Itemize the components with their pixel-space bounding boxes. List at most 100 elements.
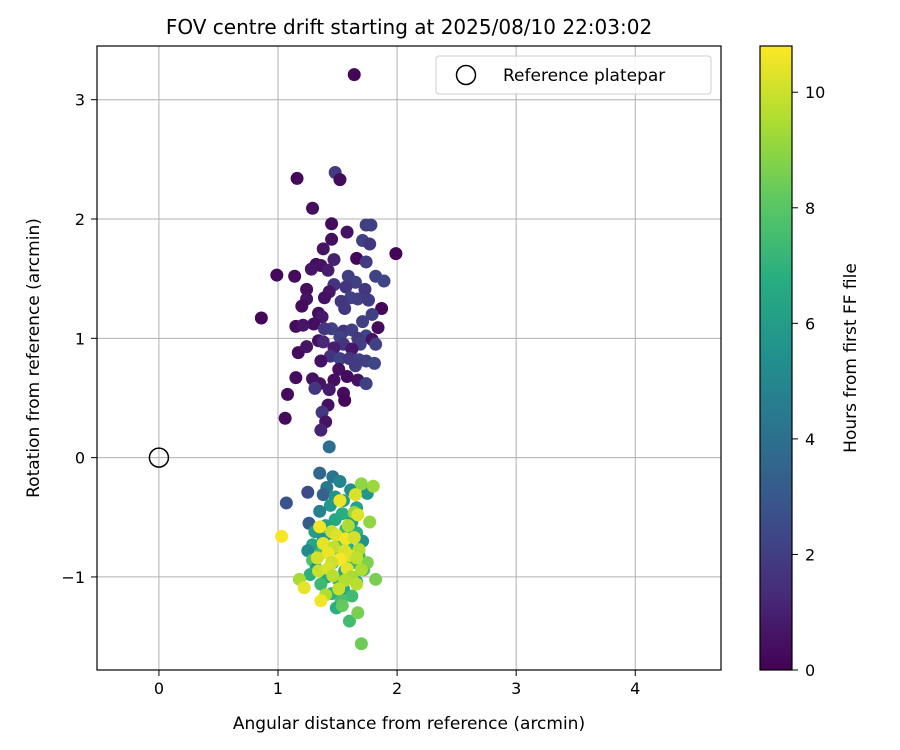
data-point <box>366 479 380 493</box>
data-point <box>365 307 379 321</box>
colorbar-tick-label: 4 <box>805 430 815 449</box>
data-point <box>363 515 377 529</box>
data-point <box>362 293 376 307</box>
data-point <box>351 508 365 522</box>
x-tick-label: 1 <box>273 679 283 698</box>
data-point <box>322 440 336 454</box>
x-tick-label: 0 <box>154 679 164 698</box>
colorbar-gradient <box>760 46 792 670</box>
data-point <box>369 337 383 351</box>
data-point <box>295 299 309 313</box>
data-point <box>279 496 293 510</box>
data-point <box>367 356 381 370</box>
data-point <box>313 466 327 480</box>
data-point <box>310 551 324 565</box>
data-point <box>338 393 352 407</box>
data-point <box>313 504 327 518</box>
grid-lines <box>97 46 721 670</box>
data-point <box>317 291 331 305</box>
data-point <box>348 488 362 502</box>
data-point <box>275 529 289 543</box>
data-point <box>278 411 292 425</box>
x-tick-label: 3 <box>511 679 521 698</box>
data-point <box>314 577 328 591</box>
data-point <box>289 371 303 385</box>
x-tick-label: 4 <box>630 679 640 698</box>
data-point <box>333 173 347 187</box>
data-point <box>301 485 315 499</box>
data-point <box>325 217 339 231</box>
data-point <box>356 315 370 329</box>
legend: Reference platepar <box>435 55 712 95</box>
data-point <box>333 494 347 508</box>
data-point <box>313 520 327 534</box>
colorbar-frame <box>759 45 793 671</box>
legend-box <box>435 55 712 95</box>
y-axis-label: Rotation from reference (arcmin) <box>24 218 44 498</box>
data-point <box>354 563 368 577</box>
data-point <box>317 322 331 336</box>
data-points <box>254 68 403 651</box>
data-point <box>359 255 373 269</box>
data-point <box>347 531 361 545</box>
plot-area <box>97 46 721 670</box>
data-point <box>351 292 365 306</box>
legend-label: Reference platepar <box>503 66 665 86</box>
colorbar-tick-label: 8 <box>805 199 815 218</box>
data-point <box>332 582 346 596</box>
data-point <box>307 317 321 331</box>
x-axis-label: Angular distance from reference (arcmin) <box>233 714 585 734</box>
data-point <box>371 321 385 335</box>
data-point <box>369 572 383 586</box>
plot-frame <box>96 45 722 671</box>
data-point <box>359 377 373 391</box>
data-point <box>354 477 368 491</box>
data-point <box>375 301 389 315</box>
data-point <box>321 263 335 277</box>
data-point <box>300 340 314 354</box>
reference-platepar-marker <box>148 447 170 468</box>
data-point <box>333 352 347 366</box>
data-point <box>377 274 391 288</box>
data-point <box>350 577 364 591</box>
data-point <box>308 381 322 395</box>
data-point <box>348 359 362 373</box>
data-point <box>351 606 365 620</box>
y-tick-label: 1 <box>75 329 85 348</box>
data-point <box>254 311 268 325</box>
data-point <box>342 614 356 628</box>
data-point <box>304 262 318 276</box>
data-point <box>270 268 284 282</box>
colorbar-tick-label: 2 <box>805 545 815 564</box>
data-point <box>314 354 328 368</box>
data-point <box>338 301 352 315</box>
colorbar-tick-label: 6 <box>805 314 815 333</box>
data-point <box>316 242 330 256</box>
data-point <box>314 423 328 437</box>
legend-marker-icon <box>455 64 477 86</box>
y-tick-label: 3 <box>75 91 85 110</box>
data-point <box>297 581 311 595</box>
data-point <box>341 519 355 533</box>
data-point <box>350 551 364 565</box>
colorbar-tick-label: 0 <box>805 661 815 680</box>
colorbar-tick-label: 10 <box>805 83 825 102</box>
data-point <box>322 383 336 397</box>
data-point <box>316 488 330 502</box>
data-point <box>347 68 361 82</box>
x-tick-label: 2 <box>392 679 402 698</box>
y-axis-ticks: −1 0 1 2 3 <box>61 91 97 587</box>
colorbar-label: Hours from first FF file <box>841 263 861 453</box>
data-point <box>339 280 353 294</box>
data-point <box>314 594 328 608</box>
data-point <box>300 282 314 296</box>
data-point <box>335 599 349 613</box>
data-point <box>364 218 378 232</box>
colorbar: 0 2 4 6 8 10 Hours from first FF file <box>759 45 861 680</box>
data-point <box>281 387 295 401</box>
x-axis-ticks: 0 1 2 3 4 <box>154 670 640 698</box>
data-point <box>345 589 359 603</box>
data-point <box>290 171 304 185</box>
data-point <box>333 474 347 488</box>
